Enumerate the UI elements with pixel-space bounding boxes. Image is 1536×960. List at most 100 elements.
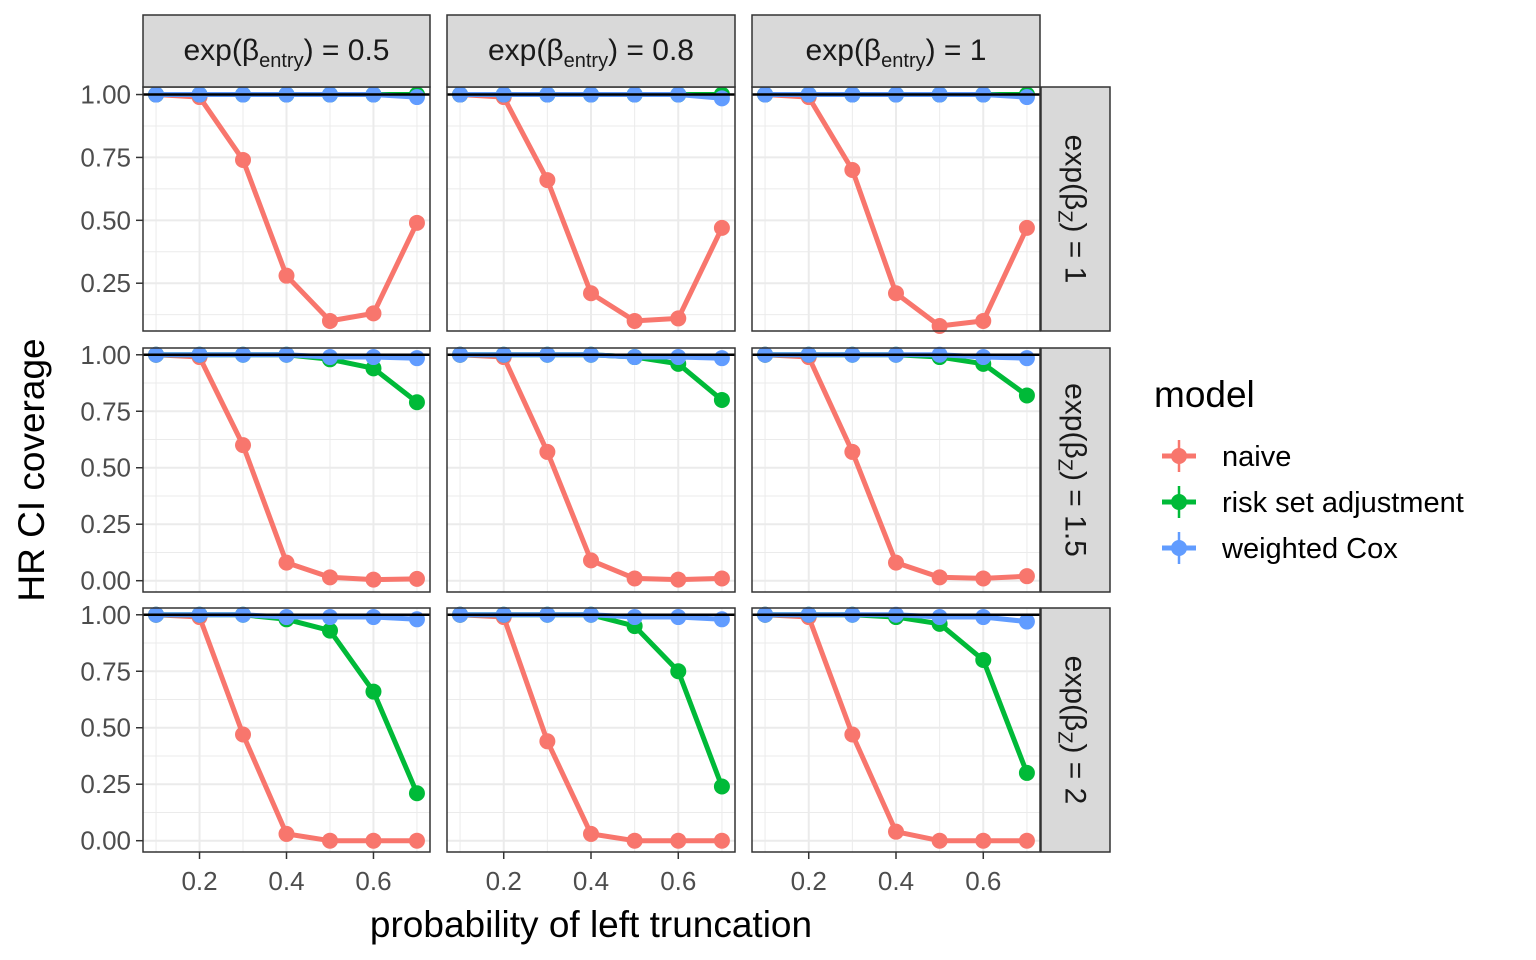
legend-label: weighted Cox: [1221, 533, 1398, 565]
data-point-weighted-Cox: [713, 350, 730, 367]
data-point-risk-set-adjustment: [365, 360, 382, 377]
data-point-naive: [1018, 832, 1035, 849]
y-tick-label: 0.50: [80, 205, 131, 235]
y-tick-label: 0.50: [80, 713, 131, 743]
column-strip-label-prefix: exp(: [488, 34, 546, 67]
row-strip-label-symbol: β: [1059, 714, 1092, 731]
column-strip-2: exp(βentry) = 0.8: [446, 14, 736, 88]
column-strip-label-symbol: β: [242, 34, 259, 67]
data-point-naive: [626, 312, 643, 329]
data-point-weighted-Cox: [670, 609, 687, 626]
data-point-weighted-Cox: [931, 609, 948, 626]
data-point-naive: [975, 832, 992, 849]
strip-background: [1040, 607, 1111, 853]
data-point-weighted-Cox: [278, 609, 295, 626]
data-point-naive: [408, 570, 425, 587]
row-strip-label: exp(βZ) = 1.5: [1054, 383, 1092, 557]
data-point-naive: [931, 832, 948, 849]
data-point-naive: [975, 312, 992, 329]
strip-background: [446, 14, 736, 88]
x-tick-label: 0.4: [878, 866, 914, 896]
x-tick-label: 0.2: [791, 866, 827, 896]
data-point-naive: [931, 569, 948, 586]
data-point-naive: [975, 570, 992, 587]
data-point-weighted-Cox: [626, 349, 643, 366]
row-strip-label: exp(βZ) = 1: [1054, 135, 1092, 284]
data-point-naive: [365, 305, 382, 322]
column-strip-label-symbol: β: [864, 34, 881, 67]
data-point-naive: [931, 317, 948, 334]
panel-border: [751, 347, 1041, 593]
legend: model naive risk set adjustment weighted C…: [1154, 374, 1464, 565]
data-point-risk-set-adjustment: [408, 785, 425, 802]
data-point-naive: [539, 443, 556, 460]
legend-label: risk set adjustment: [1222, 487, 1464, 519]
x-tick-label: 0.4: [268, 866, 304, 896]
row-strip-label-subscript: Z: [1054, 210, 1076, 222]
column-strip-label: exp(βentry) = 1: [806, 34, 987, 72]
data-point-naive: [235, 151, 252, 168]
x-tick-label: 0.6: [965, 866, 1001, 896]
column-strip-label-symbol: β: [546, 34, 563, 67]
data-point-naive: [278, 554, 295, 571]
y-tick-label: 1.00: [80, 80, 131, 110]
row-strip-3: exp(βZ) = 2: [1040, 607, 1111, 853]
row-strip-label-suffix: ) = 1: [1059, 222, 1092, 283]
data-point-naive: [888, 285, 904, 302]
y-axis-title: HR CI coverage: [11, 338, 52, 601]
column-strip-3: exp(βentry) = 1: [751, 14, 1041, 88]
data-point-naive: [583, 825, 599, 842]
column-strip-label-prefix: exp(: [184, 34, 242, 67]
data-point-naive: [539, 172, 556, 189]
data-point-weighted-Cox: [975, 609, 992, 626]
panel-border: [446, 347, 736, 593]
row-strip-label-suffix: ) = 2: [1059, 743, 1092, 804]
data-point-naive: [408, 832, 425, 849]
y-tick-label: 0.00: [80, 566, 131, 596]
legend-key-point: [1171, 494, 1187, 510]
data-point-naive: [365, 832, 382, 849]
data-point-naive: [235, 437, 252, 454]
legend-title: model: [1154, 374, 1255, 415]
y-tick-label: 1.00: [80, 600, 131, 630]
y-tick-label: 0.75: [80, 396, 131, 426]
row-strip-label-subscript: Z: [1054, 731, 1076, 743]
data-point-weighted-Cox: [321, 349, 338, 366]
legend-key-point: [1171, 540, 1187, 556]
data-point-weighted-Cox: [1018, 613, 1035, 630]
x-tick-label: 0.2: [486, 866, 522, 896]
data-point-naive: [844, 726, 861, 743]
data-point-weighted-Cox: [321, 609, 338, 626]
column-strip-label-suffix: ) = 1: [926, 34, 987, 67]
row-strip-2: exp(βZ) = 1.5: [1040, 347, 1111, 593]
y-tick-label: 0.25: [80, 268, 131, 298]
y-tick-label: 1.00: [80, 340, 131, 370]
data-point-weighted-Cox: [1018, 350, 1035, 367]
strip-background: [1040, 86, 1111, 332]
panel-r1-c3: [751, 86, 1041, 334]
data-point-naive: [626, 570, 643, 587]
data-point-weighted-Cox: [975, 349, 992, 366]
row-strip-label-prefix: exp(: [1059, 656, 1092, 714]
column-strip-label-subscript: entry: [259, 50, 303, 72]
x-tick-label: 0.4: [573, 866, 609, 896]
panel-r2-c1: [142, 346, 431, 593]
data-point-naive: [670, 832, 687, 849]
row-strip-label-symbol: β: [1059, 193, 1092, 210]
panel-r1-c1: [142, 86, 431, 332]
data-point-weighted-Cox: [365, 609, 382, 626]
data-point-naive: [278, 825, 295, 842]
data-point-naive: [408, 214, 425, 231]
panel-r2-c2: [446, 346, 736, 593]
y-tick-label: 0.75: [80, 142, 131, 172]
panel-r3-c2: [446, 606, 736, 853]
x-tick-label: 0.6: [355, 866, 391, 896]
data-point-risk-set-adjustment: [670, 663, 687, 680]
row-strip-label-symbol: β: [1059, 441, 1092, 458]
column-strip-label-suffix: ) = 0.8: [608, 34, 694, 67]
data-point-risk-set-adjustment: [321, 622, 338, 639]
column-strip-label: exp(βentry) = 0.5: [184, 34, 390, 72]
data-point-naive: [670, 310, 687, 327]
y-tick-label: 0.25: [80, 769, 131, 799]
